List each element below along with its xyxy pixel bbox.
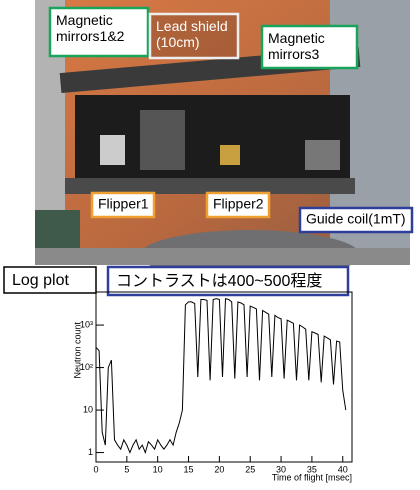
x-tick-label: 5 [124, 464, 129, 474]
x-axis-label: Time of flight [msec] [272, 472, 352, 482]
plot-frame [96, 292, 352, 462]
x-tick-label: 10 [153, 464, 163, 474]
photo-label: Flipper1 [98, 196, 149, 212]
y-tick-label: 1 [88, 447, 93, 457]
x-tick-label: 20 [214, 464, 224, 474]
photo-label: Guide coil(1mT) [306, 211, 406, 227]
data-line [96, 299, 346, 453]
annotation: Log plot [12, 272, 69, 289]
x-tick-label: 0 [93, 464, 98, 474]
y-axis-label: Neutron count [72, 322, 82, 379]
photo-label: Flipper2 [213, 196, 264, 212]
page: Magneticmirrors1&2Lead shield(10cm)Magne… [0, 0, 420, 485]
y-tick-label: 10 [83, 404, 93, 414]
x-tick-label: 25 [245, 464, 255, 474]
x-tick-label: 15 [184, 464, 194, 474]
annotation: コントラストは400~500程度 [116, 272, 322, 290]
